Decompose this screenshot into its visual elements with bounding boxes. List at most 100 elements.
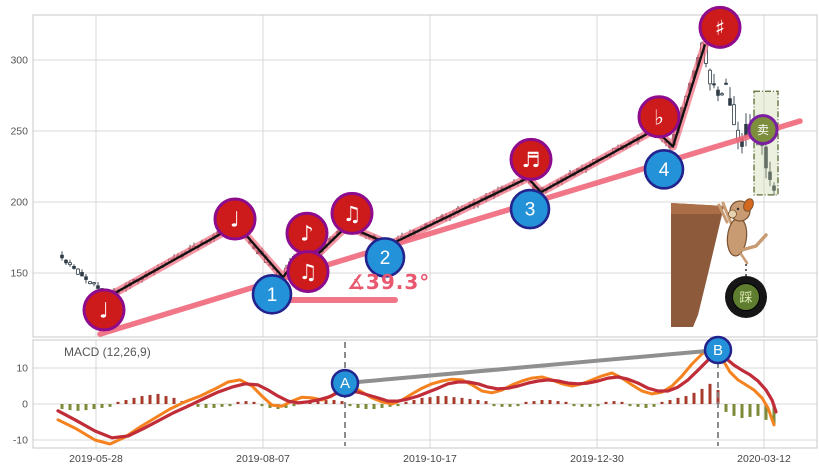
macd-histogram-bar bbox=[636, 404, 640, 407]
macd-histogram-bar bbox=[356, 404, 360, 408]
note-marker-circle[interactable] bbox=[509, 137, 553, 181]
macd-histogram-bar bbox=[756, 404, 760, 416]
candle-body bbox=[728, 98, 732, 106]
dog-eye bbox=[736, 207, 740, 211]
pivot-marker-circle[interactable] bbox=[643, 149, 685, 190]
pivot-marker-circle[interactable] bbox=[509, 188, 551, 230]
macd-histogram-bar bbox=[692, 392, 696, 404]
pivot-marker-number: 2 bbox=[380, 248, 391, 269]
sell-marker-label: 卖 bbox=[757, 123, 769, 137]
note-marker[interactable]: ♩ bbox=[213, 197, 257, 241]
macd-histogram-bar bbox=[748, 404, 752, 417]
note-marker[interactable]: ♬ bbox=[509, 137, 553, 181]
macd-histogram-bar bbox=[412, 400, 416, 404]
candle-body bbox=[80, 272, 84, 277]
candle-body bbox=[68, 262, 72, 266]
macd-panel bbox=[32, 339, 818, 449]
macd-histogram-bar bbox=[244, 401, 248, 404]
macd-histogram-bar bbox=[164, 396, 168, 404]
note-marker-circle[interactable] bbox=[698, 5, 742, 49]
sell-marker[interactable]: 卖 bbox=[747, 114, 779, 146]
candle-body bbox=[88, 281, 92, 285]
ab-marker-circle[interactable] bbox=[703, 335, 733, 365]
candle-body bbox=[716, 89, 720, 96]
price-tick-label: 200 bbox=[10, 197, 28, 209]
macd-histogram-bar bbox=[764, 404, 768, 420]
note-marker[interactable]: ♫ bbox=[330, 191, 374, 235]
ab-marker[interactable]: B bbox=[703, 335, 733, 365]
note-marker[interactable]: ♪ bbox=[285, 211, 329, 255]
candle-body bbox=[724, 82, 728, 85]
note-marker[interactable]: ♭ bbox=[637, 95, 681, 139]
macd-histogram-bar bbox=[460, 397, 464, 404]
note-marker-glyph: ♪ bbox=[300, 222, 313, 246]
note-marker-circle[interactable] bbox=[82, 288, 126, 332]
ab-marker-circle[interactable] bbox=[330, 368, 360, 398]
note-marker-glyph: ♬ bbox=[522, 148, 541, 172]
note-marker-circle[interactable] bbox=[330, 191, 374, 235]
macd-histogram-bar bbox=[564, 401, 568, 404]
macd-group bbox=[56, 347, 778, 446]
note-marker-circle[interactable] bbox=[637, 95, 681, 139]
pivot-marker[interactable]: 2 bbox=[364, 237, 406, 278]
macd-histogram-bar bbox=[212, 404, 216, 408]
macd-histogram-bar bbox=[572, 404, 576, 407]
note-marker-circle[interactable] bbox=[213, 197, 257, 241]
candle-body bbox=[772, 185, 776, 191]
macd-histogram-bar bbox=[388, 404, 392, 407]
pivot-marker[interactable]: 1 bbox=[251, 273, 293, 315]
note-marker[interactable]: ♩ bbox=[82, 288, 126, 332]
pivot-marker-circle[interactable] bbox=[364, 237, 406, 278]
macd-histogram-bar bbox=[260, 404, 264, 407]
macd-histogram-bar bbox=[500, 404, 504, 407]
candle-body bbox=[768, 171, 772, 180]
ab-marker[interactable]: A bbox=[330, 368, 360, 398]
macd-histogram-bar bbox=[644, 404, 648, 408]
price-panel bbox=[32, 14, 818, 338]
macd-histogram-bar bbox=[676, 397, 680, 404]
note-marker[interactable]: ♫ bbox=[286, 250, 330, 294]
note-marker-glyph: ♭ bbox=[654, 105, 664, 129]
macd-tick-label: 10 bbox=[16, 363, 28, 375]
candle-body bbox=[708, 69, 712, 85]
note-marker-circle[interactable] bbox=[286, 250, 330, 294]
macd-histogram-bar bbox=[332, 400, 336, 404]
pivot-marker-number: 4 bbox=[659, 160, 670, 181]
macd-histogram-bar bbox=[132, 397, 136, 404]
macd-histogram-bar bbox=[476, 400, 480, 404]
pivot-marker-circle[interactable] bbox=[251, 273, 293, 315]
macd-histogram-bar bbox=[396, 404, 400, 407]
cliff-top bbox=[671, 203, 724, 214]
dog-front-leg bbox=[721, 201, 733, 225]
cliff bbox=[671, 203, 724, 327]
gridlines bbox=[33, 15, 817, 448]
macd-histogram-bar bbox=[772, 404, 776, 425]
macd-histogram-bar bbox=[236, 401, 240, 404]
macd-histogram-bar bbox=[252, 401, 256, 404]
macd-histogram-bar bbox=[84, 404, 88, 411]
macd-histogram-bar bbox=[540, 400, 544, 404]
candle-body bbox=[76, 268, 80, 275]
dog-ear bbox=[743, 198, 754, 212]
macd-histogram-bar bbox=[652, 404, 656, 407]
macd-histogram-bar bbox=[428, 397, 432, 404]
macd-histogram-bar bbox=[484, 401, 488, 404]
macd-histogram-bar bbox=[684, 396, 688, 404]
macd-histogram-bar bbox=[524, 401, 528, 404]
macd-histogram-bar bbox=[556, 401, 560, 404]
macd-histogram-bar bbox=[612, 401, 616, 404]
note-marker-glyph: ♩ bbox=[230, 208, 240, 232]
candle-body bbox=[96, 285, 100, 289]
sell-marker-circle[interactable] bbox=[747, 114, 779, 146]
pivot-marker[interactable]: 4 bbox=[643, 149, 685, 190]
pivot-marker[interactable]: 3 bbox=[509, 188, 551, 230]
macd-histogram-bar bbox=[468, 398, 472, 404]
macd-histogram-bar bbox=[92, 404, 96, 410]
macd-histogram-bar bbox=[108, 404, 112, 407]
note-marker[interactable]: ♯ bbox=[698, 5, 742, 49]
macd-histogram-bar bbox=[220, 404, 224, 407]
candle-body bbox=[732, 104, 736, 126]
date-tick-label: 2019-05-28 bbox=[69, 453, 123, 465]
macd-histogram-bar bbox=[452, 397, 456, 404]
